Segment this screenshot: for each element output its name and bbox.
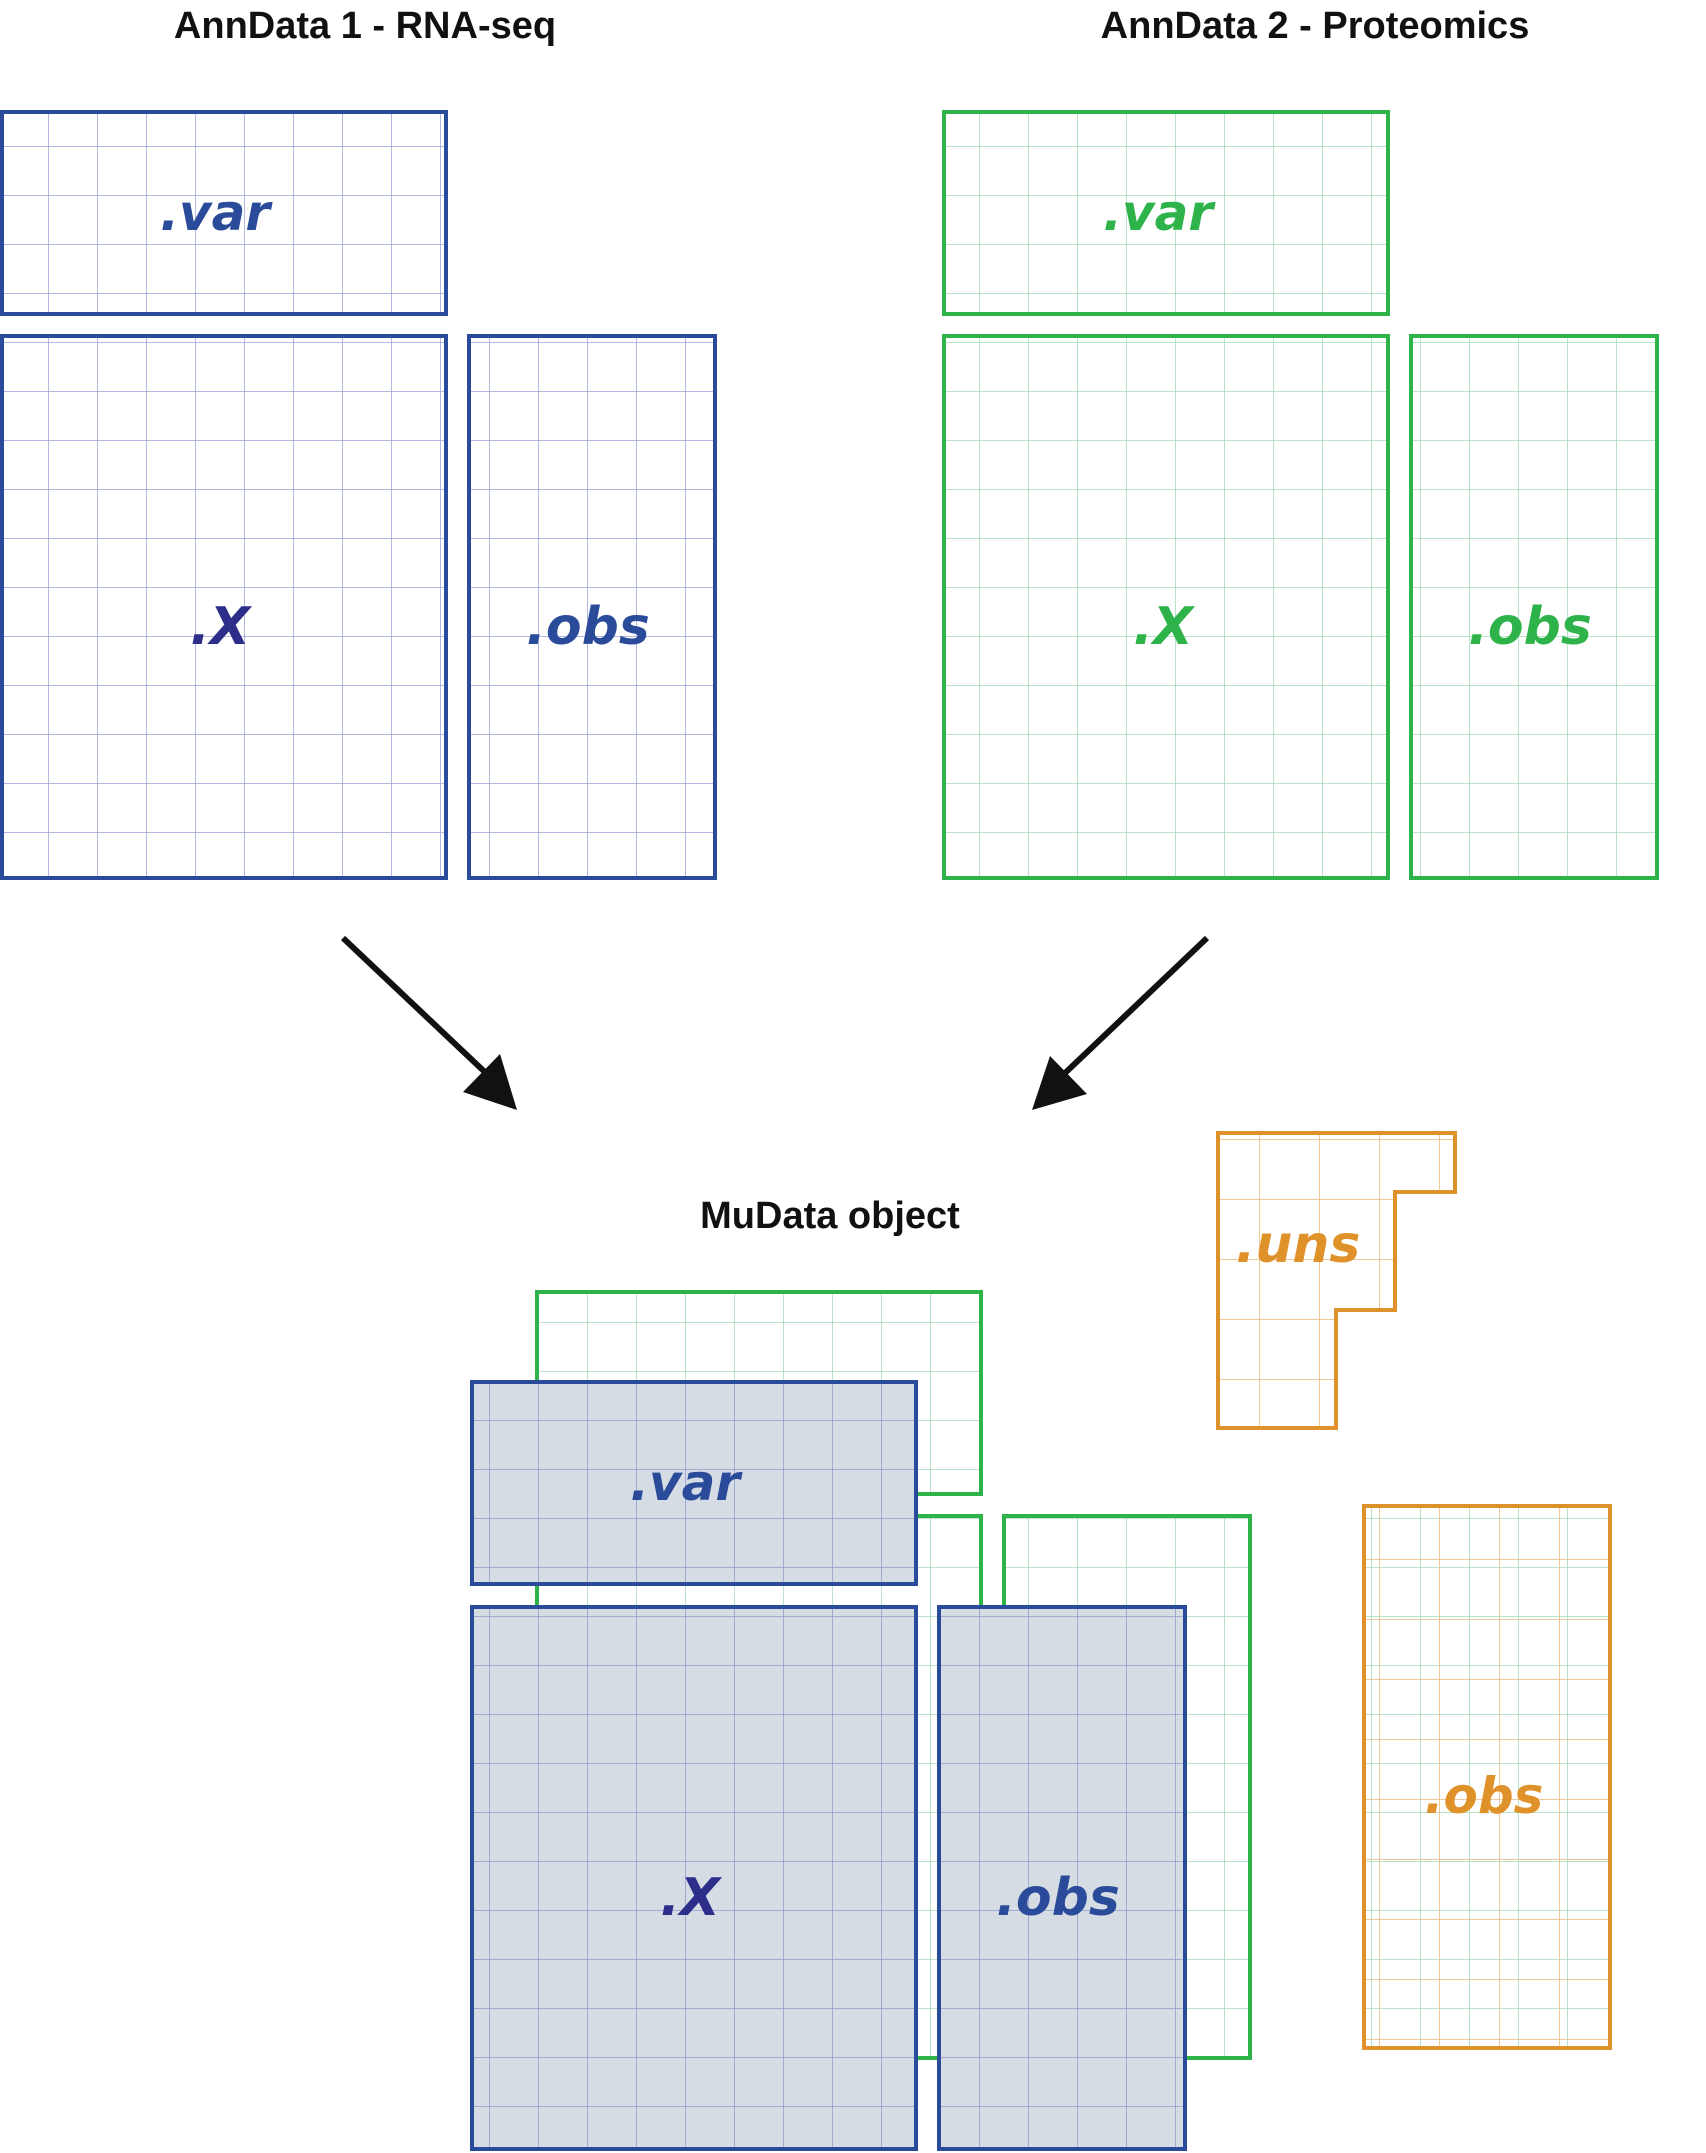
anndata2-var-label: .var [1103,184,1216,242]
anndata2-obs-label: .obs [1468,597,1592,657]
mudata-uns-label: .uns [1236,1215,1361,1275]
mudata-heading: MuData object [700,1195,960,1237]
anndata1-obs-block: .obs [467,334,717,880]
anndata1-x-block: .X [0,334,448,880]
anndata2-x-label: .X [1133,597,1196,657]
mudata-x-label: .X [660,1868,723,1928]
arrow-down-left-icon [1032,935,1210,1110]
anndata2-x-block: .X [942,334,1390,880]
mudata-global-obs-label: .obs [1425,1767,1544,1825]
anndata1-var-label: .var [160,184,273,242]
anndata1-var-block: .var [0,110,448,316]
anndata1-heading: AnnData 1 - RNA-seq [174,5,556,47]
mudata-var-label: .var [630,1454,743,1512]
anndata1-group: .var .X .obs [0,110,717,880]
anndata2-group: .var .X .obs [942,110,1659,880]
anndata2-obs-block: .obs [1409,334,1659,880]
mudata-obs-block: .obs [937,1605,1187,2151]
mudata-x-block: .X [470,1605,918,2151]
anndata1-obs-label: .obs [526,597,650,657]
mudata-var-block: .var [470,1380,918,1586]
anndata1-x-label: .X [190,597,253,657]
arrow-down-right-icon [340,935,517,1110]
mudata-global-obs-block: .obs [1362,1504,1612,2050]
mudata-rna-layer: .var .X .obs [470,1380,1187,2151]
mudata-uns-block: .uns [1216,1131,1457,1430]
mudata-obs-label: .obs [996,1868,1120,1928]
anndata2-var-block: .var [942,110,1390,316]
anndata2-heading: AnnData 2 - Proteomics [1101,5,1530,47]
